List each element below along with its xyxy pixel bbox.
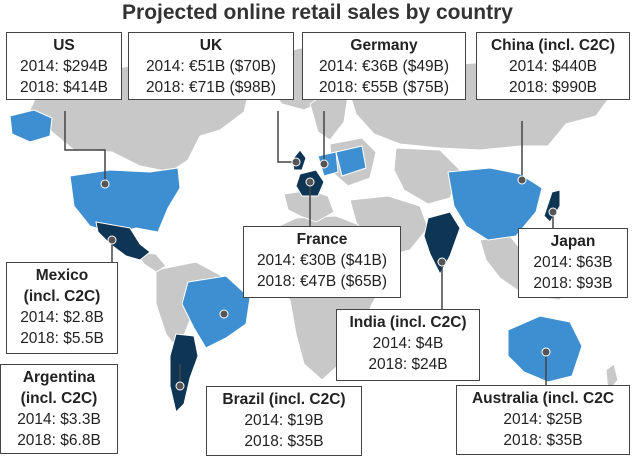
country-name-qualifier: (incl. C2C) — [23, 288, 101, 305]
central-asia — [393, 147, 461, 205]
callout-china: China (incl. C2C) 2014: $440B 2018: $990… — [476, 32, 630, 100]
value-2018: 2018: $6.8B — [17, 432, 101, 449]
connector-uk — [277, 111, 296, 163]
marker-china — [517, 175, 527, 185]
marker-brazil — [219, 309, 229, 319]
marker-germany — [319, 159, 329, 169]
marker-india — [437, 257, 447, 267]
callout-australia: Australia (incl. C2C 2014: $25B 2018: $3… — [456, 385, 630, 455]
country-china — [447, 167, 543, 241]
map-title: Projected online retail sales by country — [122, 1, 513, 24]
marker-japan — [548, 207, 558, 217]
country-name: China (incl. C2C) — [490, 37, 615, 54]
value-2014: 2014: $3.3B — [17, 411, 101, 428]
callout-mexico: Mexico (incl. C2C) 2014: $2.8B 2018: $5.… — [6, 262, 118, 354]
value-2014: 2014: $294B — [20, 58, 108, 75]
callout-france: France 2014: €30B ($41B) 2018: €47B ($65… — [243, 226, 401, 298]
connector-layer — [64, 111, 554, 386]
country-mexico — [95, 221, 151, 261]
marker-argentina — [175, 381, 185, 391]
value-2018: 2018: €47B ($65B) — [256, 273, 388, 290]
country-name: Germany — [350, 37, 418, 54]
country-name-qualifier: (incl. C2C) — [20, 390, 98, 407]
callout-us: US 2014: $294B 2018: $414B — [6, 32, 122, 100]
value-2018: 2018: $24B — [368, 356, 448, 373]
value-2014: 2014: $63B — [533, 254, 613, 271]
callout-argentina: Argentina (incl. C2C) 2014: $3.3B 2018: … — [0, 364, 118, 454]
country-us — [69, 167, 181, 235]
value-2014: 2014: $4B — [372, 335, 444, 352]
highlight-layer — [9, 109, 583, 413]
callout-germany: Germany 2014: €36B ($49B) 2018: €55B ($7… — [302, 32, 466, 100]
marker-australia — [541, 347, 551, 357]
value-2018: 2018: $5.5B — [20, 330, 104, 347]
value-2018: 2018: $414B — [20, 79, 108, 96]
value-2018: 2018: $990B — [509, 79, 597, 96]
value-2018: 2018: $93B — [533, 275, 613, 292]
country-name: Argentina — [22, 369, 96, 386]
country-japan — [543, 189, 561, 223]
marker-france — [305, 177, 315, 187]
country-name: France — [296, 231, 348, 248]
country-name: Australia (incl. C2C — [471, 390, 615, 407]
country-brazil — [181, 275, 251, 349]
value-2014: 2014: €30B ($41B) — [256, 252, 388, 269]
marker-layer — [100, 157, 558, 391]
value-2018: 2018: €71B ($98B) — [145, 79, 277, 96]
value-2014: 2014: €36B ($49B) — [318, 58, 450, 75]
country-argentina — [169, 333, 199, 413]
country-name: US — [53, 37, 75, 54]
value-2018: 2018: $35B — [503, 432, 583, 449]
country-name: Brazil (incl. C2C) — [222, 391, 346, 408]
country-name: UK — [199, 37, 223, 54]
callout-brazil: Brazil (incl. C2C) 2014: $19B 2018: $35B — [206, 386, 362, 456]
callout-uk: UK 2014: €51B ($70B) 2018: €71B ($98B) — [128, 32, 294, 100]
value-2018: 2018: $35B — [244, 433, 324, 450]
marker-mexico — [107, 235, 117, 245]
country-alaska — [9, 109, 53, 143]
value-2014: 2014: $2.8B — [20, 309, 104, 326]
country-europe-fill — [335, 145, 367, 177]
value-2014: 2014: €51B ($70B) — [145, 58, 277, 75]
marker-uk — [291, 157, 301, 167]
value-2018: 2018: €55B ($75B) — [318, 79, 450, 96]
value-2014: 2014: $19B — [244, 412, 324, 429]
callout-japan: Japan 2014: $63B 2018: $93B — [518, 228, 628, 298]
value-2014: 2014: $440B — [509, 58, 597, 75]
callout-india: India (incl. C2C) 2014: $4B 2018: $24B — [336, 309, 480, 381]
country-name: Japan — [550, 233, 596, 250]
country-name: Mexico — [35, 267, 89, 284]
value-2014: 2014: $25B — [503, 411, 583, 428]
country-name: India (incl. C2C) — [349, 314, 467, 331]
marker-us — [100, 179, 110, 189]
connector-us — [64, 111, 106, 184]
